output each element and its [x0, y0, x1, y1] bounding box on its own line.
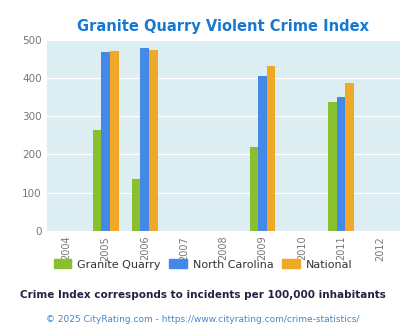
Bar [149, 50, 158, 231]
Title: Granite Quarry Violent Crime Index: Granite Quarry Violent Crime Index [77, 19, 369, 34]
Legend: Granite Quarry, North Carolina, National: Granite Quarry, North Carolina, National [49, 255, 356, 274]
Text: Crime Index corresponds to incidents per 100,000 inhabitants: Crime Index corresponds to incidents per… [20, 290, 385, 300]
Bar [336, 97, 345, 231]
Bar [110, 51, 118, 231]
Bar [266, 66, 275, 231]
Bar [101, 52, 110, 231]
Bar [140, 49, 149, 231]
Text: © 2025 CityRating.com - https://www.cityrating.com/crime-statistics/: © 2025 CityRating.com - https://www.city… [46, 315, 359, 324]
Bar [345, 83, 353, 231]
Bar [327, 102, 336, 231]
Bar [258, 76, 266, 231]
Bar [249, 147, 258, 231]
Bar [92, 130, 101, 231]
Bar [132, 179, 140, 231]
